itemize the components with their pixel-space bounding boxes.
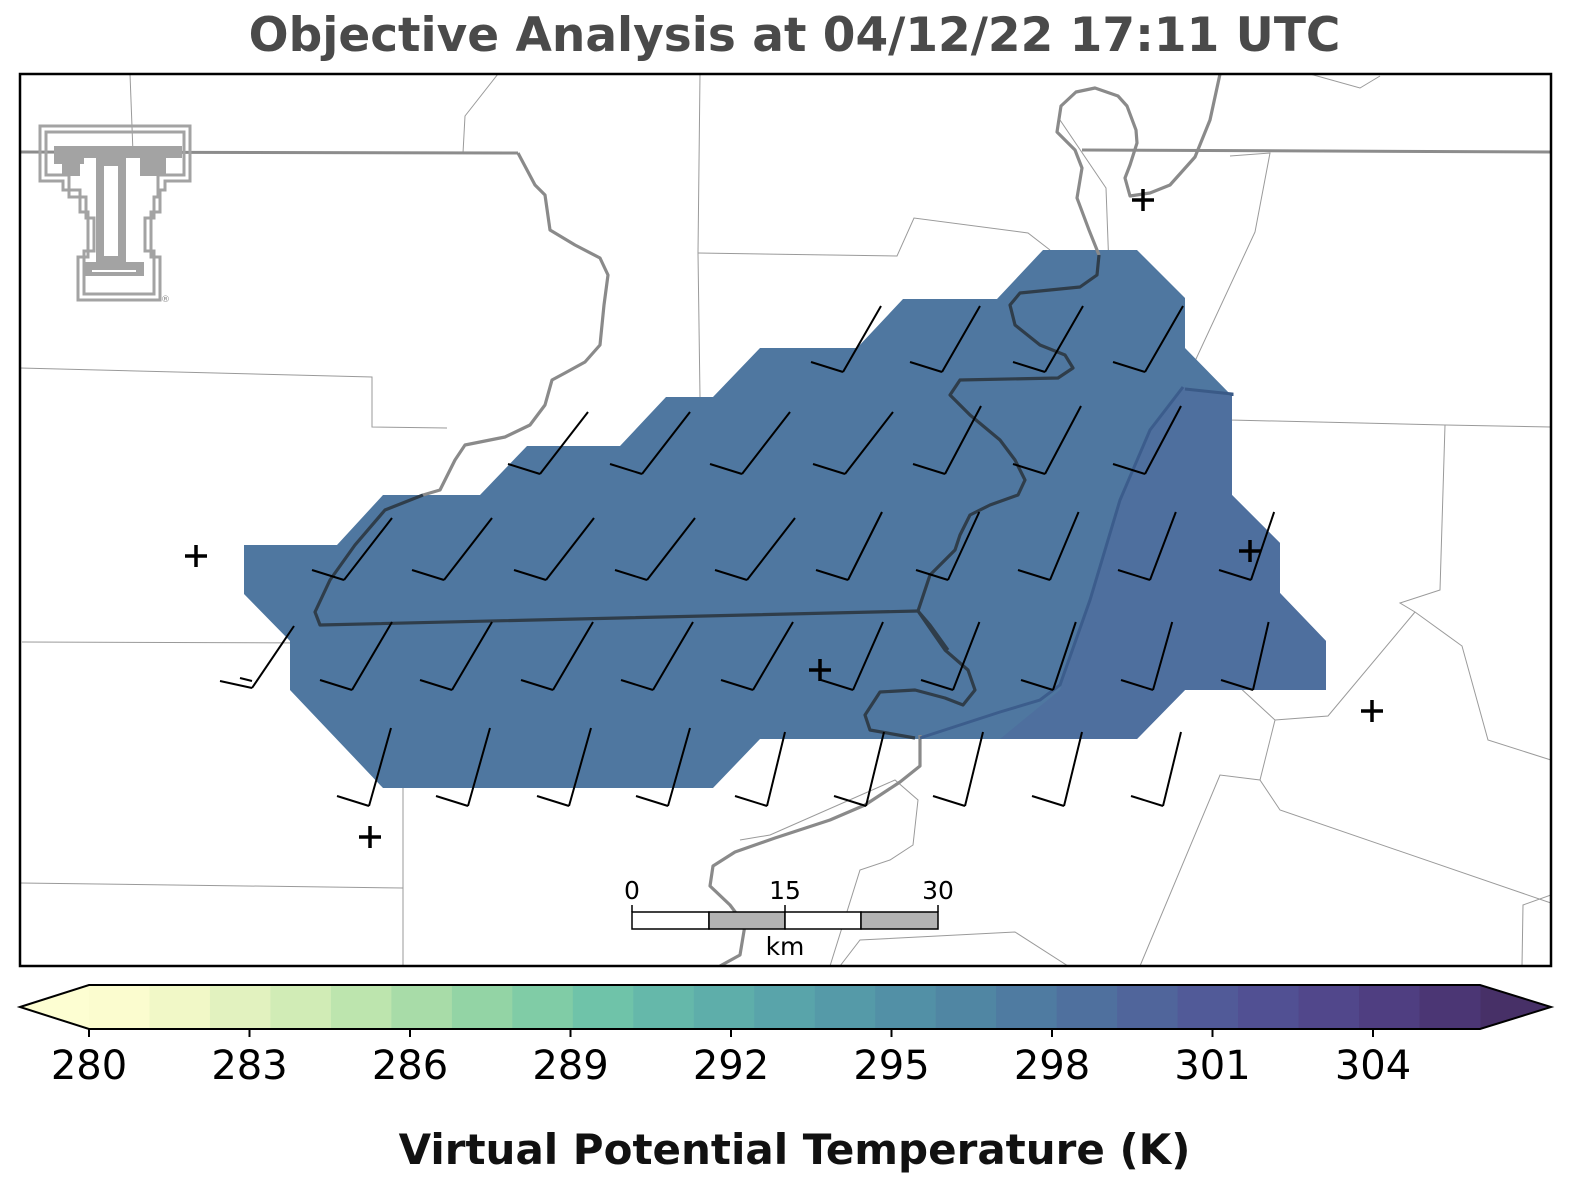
river-east-main (919, 386, 1185, 740)
wind-barb (536, 727, 592, 807)
wind-barb (1017, 511, 1080, 581)
wind-barb (1031, 731, 1083, 807)
county-boundaries (20, 74, 1551, 966)
wind-barb (912, 405, 982, 475)
wind-barb (820, 621, 884, 691)
map-frame (18, 72, 1553, 968)
wind-barb (419, 621, 493, 691)
station-marker (1132, 189, 1154, 211)
wind-barb (1117, 511, 1177, 581)
wind-barb (1120, 621, 1174, 691)
analysis-region-east (1000, 387, 1326, 739)
wind-barb (932, 731, 984, 807)
wind-barb (507, 411, 589, 475)
registered-mark: ® (161, 295, 170, 305)
wind-barb (435, 727, 491, 807)
wind-barb (411, 517, 493, 581)
wind-barb (219, 625, 295, 689)
wind-barb (1220, 621, 1270, 691)
scale-tick-0: 0 (624, 876, 640, 905)
texas-tech-logo: ® (38, 124, 192, 305)
wind-barb (915, 511, 981, 581)
wind-barb (614, 517, 696, 581)
state-boundaries (20, 148, 1551, 155)
wind-barb (815, 511, 883, 581)
wind-barbs (219, 305, 1276, 807)
wind-barb (720, 621, 794, 691)
wind-barb (909, 305, 981, 373)
scale-tick-30: 30 (922, 876, 954, 905)
wind-barb (520, 621, 594, 691)
station-marker (359, 826, 381, 848)
wind-barb (709, 411, 791, 475)
station-marker (185, 545, 207, 567)
wind-barb (620, 621, 694, 691)
wind-barb (513, 517, 595, 581)
wind-barb (1112, 405, 1182, 475)
colorbar-label: Virtual Potential Temperature (K) (398, 1125, 1191, 1174)
wind-barb (1112, 305, 1184, 373)
wind-barb (609, 411, 691, 475)
station-marker (809, 659, 831, 681)
scale-tick-15: 15 (769, 876, 801, 905)
wind-barb (714, 517, 796, 581)
station-marker (1239, 540, 1261, 562)
wind-barb (812, 411, 894, 475)
scale-bar: 0 15 30 km (624, 876, 954, 961)
wind-barb (1012, 305, 1084, 373)
wind-barb (1218, 511, 1276, 581)
wind-barb (734, 731, 786, 807)
rivers-on-analysis (313, 254, 1101, 740)
wind-barb (833, 731, 885, 807)
wind-barb (311, 517, 393, 581)
wind-barb (810, 305, 882, 373)
wind-barb (1020, 621, 1077, 691)
wind-barb (1012, 405, 1082, 475)
station-marker (1361, 700, 1383, 722)
page-title: Objective Analysis at 04/12/22 17:11 UTC (248, 8, 1341, 63)
scale-unit: km (766, 932, 805, 961)
station-markers (185, 189, 1383, 848)
wind-barb (319, 621, 393, 691)
wind-barb (635, 727, 691, 807)
river-east-branch (1184, 387, 1234, 396)
wind-barb (336, 727, 392, 807)
wind-barb (920, 621, 981, 691)
wind-barb (1130, 731, 1182, 807)
analysis-region (244, 250, 1326, 788)
